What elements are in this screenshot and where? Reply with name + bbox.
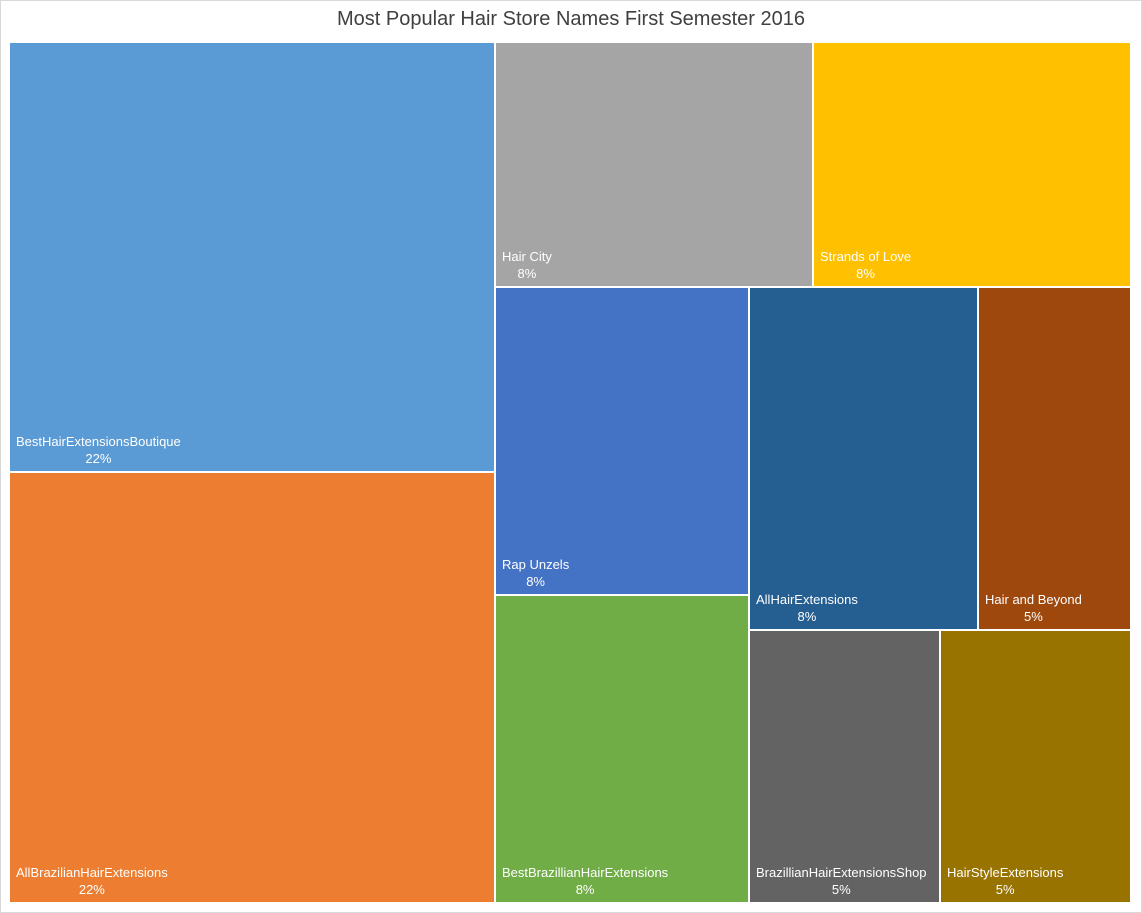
tile-label-allbrazilianhairextensions: AllBrazilianHairExtensions [16, 865, 168, 880]
tile-label-hair-city: Hair City [502, 249, 552, 264]
chart-title: Most Popular Hair Store Names First Seme… [337, 8, 805, 30]
treemap-tile-hair-and-beyond [979, 288, 1130, 629]
tile-value-strands-of-love: 8% [856, 266, 875, 281]
tile-label-hairstyleextensions: HairStyleExtensions [947, 865, 1064, 880]
treemap-tile-hair-city [496, 43, 812, 286]
tile-value-brazillianhairextensionsshop: 5% [832, 882, 851, 897]
tile-label-hair-and-beyond: Hair and Beyond [985, 592, 1082, 607]
tile-value-allhairextensions: 8% [798, 609, 817, 624]
tile-value-allbrazilianhairextensions: 22% [79, 882, 105, 897]
treemap-tile-hairstyleextensions [941, 631, 1130, 902]
treemap-tile-strands-of-love [814, 43, 1130, 286]
tile-label-allhairextensions: AllHairExtensions [756, 592, 858, 607]
tile-label-brazillianhairextensionsshop: BrazillianHairExtensionsShop [756, 865, 927, 880]
tile-value-besthairextensionsboutique: 22% [85, 451, 111, 466]
tile-label-strands-of-love: Strands of Love [820, 249, 911, 264]
treemap-tile-allhairextensions [750, 288, 977, 629]
treemap-tile-allbrazilianhairextensions [10, 473, 494, 902]
treemap-tile-besthairextensionsboutique [10, 43, 494, 471]
tile-value-hairstyleextensions: 5% [996, 882, 1015, 897]
tile-value-rap-unzels: 8% [526, 574, 545, 589]
tile-label-besthairextensionsboutique: BestHairExtensionsBoutique [16, 434, 181, 449]
treemap-tile-rap-unzels [496, 288, 748, 594]
treemap-tile-bestbrazillianhairextensions [496, 596, 748, 902]
tile-value-hair-and-beyond: 5% [1024, 609, 1043, 624]
tile-label-bestbrazillianhairextensions: BestBrazillianHairExtensions [502, 865, 669, 880]
treemap-tile-brazillianhairextensionsshop [750, 631, 939, 902]
tile-value-bestbrazillianhairextensions: 8% [576, 882, 595, 897]
tile-label-rap-unzels: Rap Unzels [502, 557, 570, 572]
tile-value-hair-city: 8% [518, 266, 537, 281]
